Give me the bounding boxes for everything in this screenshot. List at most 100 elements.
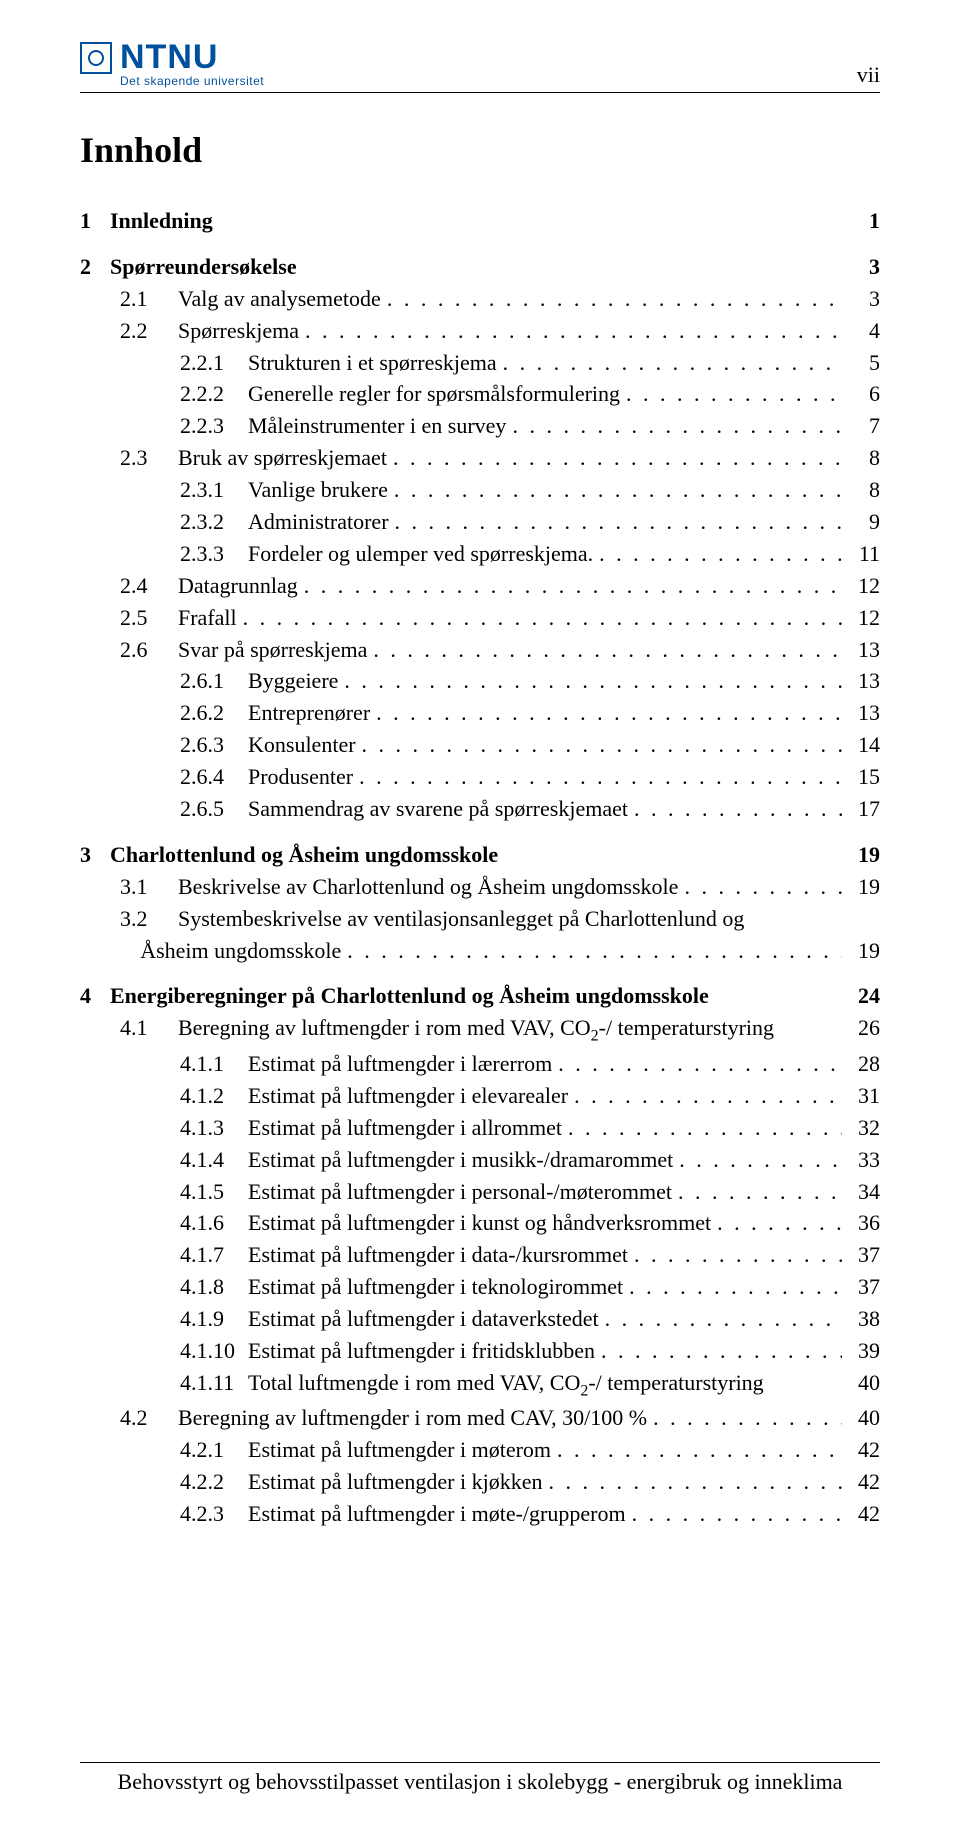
toc-title: Energiberegninger på Charlottenlund og Å… <box>110 980 709 1012</box>
toc-subsection: 2.2.3Måleinstrumenter i en survey 7 <box>80 410 880 442</box>
toc-title: Estimat på luftmengder i fritidsklubben <box>248 1335 595 1367</box>
toc-number: 2.4 <box>120 570 178 602</box>
toc-section: 2.3Bruk av spørreskjemaet8 <box>80 442 880 474</box>
toc-page: 7 <box>848 410 880 442</box>
toc-section: 3.1Beskrivelse av Charlottenlund og Åshe… <box>80 871 880 903</box>
toc-page: 40 <box>848 1367 880 1399</box>
toc-number: 2.5 <box>120 602 178 634</box>
toc-title: Spørreskjema <box>178 315 299 347</box>
page-header: NTNU Det skapende universitet vii <box>80 40 880 93</box>
toc-number: 2.3.3 <box>180 538 248 570</box>
toc-subsection: 4.1.1Estimat på luftmengder i lærerrom28 <box>80 1048 880 1080</box>
toc-title: Estimat på luftmengder i dataverkstedet <box>248 1303 599 1335</box>
toc-subsection: 4.2.1Estimat på luftmengder i møterom42 <box>80 1434 880 1466</box>
toc-number: 2.6.1 <box>180 665 248 697</box>
toc-section: 2.6Svar på spørreskjema 13 <box>80 634 880 666</box>
toc-title: Charlottenlund og Åsheim ungdomsskole <box>110 839 498 871</box>
toc-page: 42 <box>848 1466 880 1498</box>
toc-subsection: 4.1.11Total luftmengde i rom med VAV, CO… <box>80 1367 880 1403</box>
toc-title: Beregning av luftmengder i rom med CAV, … <box>178 1402 647 1434</box>
toc-chapter: 1Innledning1 <box>80 205 880 237</box>
toc-number: 1 <box>80 205 110 237</box>
toc-subsection: 2.2.2Generelle regler for spørsmålsformu… <box>80 378 880 410</box>
toc-number: 3.2 <box>120 903 178 935</box>
toc-number: 4.2.3 <box>180 1498 248 1530</box>
toc-page: 6 <box>848 378 880 410</box>
toc-title: Estimat på luftmengder i kunst og håndve… <box>248 1207 711 1239</box>
toc-list: 1Innledning12Spørreundersøkelse32.1Valg … <box>80 205 880 1530</box>
toc-number: 4.1.10 <box>180 1335 248 1367</box>
toc-section: 2.1Valg av analysemetode3 <box>80 283 880 315</box>
toc-subsection: 4.1.5Estimat på luftmengder i personal-/… <box>80 1176 880 1208</box>
toc-page: 12 <box>848 602 880 634</box>
toc-page: 42 <box>848 1498 880 1530</box>
toc-title: Estimat på luftmengder i allrommet <box>248 1112 562 1144</box>
toc-title: Svar på spørreskjema <box>178 634 367 666</box>
toc-title: Måleinstrumenter i en survey <box>248 410 506 442</box>
toc-number: 4.1.4 <box>180 1144 248 1176</box>
toc-page: 17 <box>848 793 880 825</box>
toc-number: 2.6 <box>120 634 178 666</box>
toc-page: 24 <box>848 980 880 1012</box>
toc-page: 37 <box>848 1271 880 1303</box>
toc-page: 9 <box>848 506 880 538</box>
toc-subsection: 4.2.3Estimat på luftmengder i møte-/grup… <box>80 1498 880 1530</box>
toc-number: 2.2.3 <box>180 410 248 442</box>
toc-title: Beskrivelse av Charlottenlund og Åsheim … <box>178 871 678 903</box>
toc-title: Systembeskrivelse av ventilasjonsanlegge… <box>178 906 744 931</box>
toc-page: 1 <box>848 205 880 237</box>
toc-number: 2.2 <box>120 315 178 347</box>
toc-title: Innledning <box>110 205 213 237</box>
toc-title: Konsulenter <box>248 729 356 761</box>
toc-title: Frafall <box>178 602 237 634</box>
toc-subsection: 2.6.3Konsulenter14 <box>80 729 880 761</box>
toc-number: 4.2.2 <box>180 1466 248 1498</box>
toc-subsection: 4.1.8Estimat på luftmengder i teknologir… <box>80 1271 880 1303</box>
toc-number: 4.1.5 <box>180 1176 248 1208</box>
toc-page: 36 <box>848 1207 880 1239</box>
toc-number: 2.6.2 <box>180 697 248 729</box>
toc-title: Estimat på luftmengder i teknologirommet <box>248 1271 623 1303</box>
toc-page: 12 <box>848 570 880 602</box>
toc-subsection: 4.1.4Estimat på luftmengder i musikk-/dr… <box>80 1144 880 1176</box>
toc-number: 2.3 <box>120 442 178 474</box>
logo-title: NTNU <box>120 40 264 74</box>
toc-title-cont: Åsheim ungdomsskole <box>140 935 341 967</box>
toc-subsection: 4.1.10Estimat på luftmengder i fritidskl… <box>80 1335 880 1367</box>
toc-page: 8 <box>848 474 880 506</box>
toc-page: 13 <box>848 634 880 666</box>
toc-number: 2.6.4 <box>180 761 248 793</box>
toc-number: 4.1 <box>120 1012 178 1044</box>
toc-title: Estimat på luftmengder i kjøkken <box>248 1466 543 1498</box>
toc-page: 31 <box>848 1080 880 1112</box>
toc-subsection: 4.2.2Estimat på luftmengder i kjøkken 42 <box>80 1466 880 1498</box>
toc-page: 4 <box>848 315 880 347</box>
toc-page: 5 <box>848 347 880 379</box>
toc-chapter: 3Charlottenlund og Åsheim ungdomsskole19 <box>80 839 880 871</box>
toc-subsection: 2.3.2Administratorer9 <box>80 506 880 538</box>
toc-page: 28 <box>848 1048 880 1080</box>
toc-page: 40 <box>848 1402 880 1434</box>
toc-subsection: 4.1.6Estimat på luftmengder i kunst og h… <box>80 1207 880 1239</box>
toc-title: Strukturen i et spørreskjema <box>248 347 497 379</box>
toc-heading: Innhold <box>80 129 880 171</box>
logo: NTNU Det skapende universitet <box>80 40 264 88</box>
toc-page: 42 <box>848 1434 880 1466</box>
toc-number: 3 <box>80 839 110 871</box>
toc-subsection: 2.3.1Vanlige brukere8 <box>80 474 880 506</box>
toc-section: 2.2Spørreskjema 4 <box>80 315 880 347</box>
toc-page: 19 <box>848 871 880 903</box>
toc-title: Estimat på luftmengder i elevarealer <box>248 1080 568 1112</box>
toc-title: Bruk av spørreskjemaet <box>178 442 387 474</box>
toc-title: Byggeiere <box>248 665 338 697</box>
toc-chapter: 4Energiberegninger på Charlottenlund og … <box>80 980 880 1012</box>
toc-number: 2.3.1 <box>180 474 248 506</box>
toc-title: Beregning av luftmengder i rom med VAV, … <box>178 1012 774 1048</box>
toc-page: 14 <box>848 729 880 761</box>
logo-icon <box>80 42 112 74</box>
logo-subtitle: Det skapende universitet <box>120 74 264 88</box>
toc-page: 37 <box>848 1239 880 1271</box>
toc-number: 2.3.2 <box>180 506 248 538</box>
footer-text: Behovsstyrt og behovsstilpasset ventilas… <box>80 1762 880 1795</box>
toc-title: Sammendrag av svarene på spørreskjemaet <box>248 793 628 825</box>
